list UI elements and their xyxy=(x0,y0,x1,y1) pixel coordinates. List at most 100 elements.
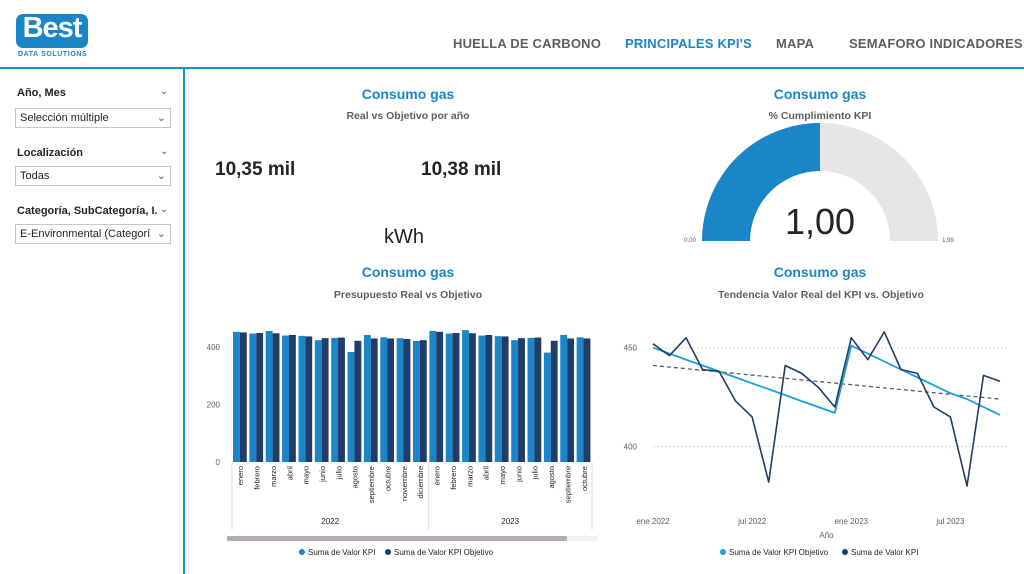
brand-name: Best xyxy=(22,12,83,44)
bar xyxy=(468,333,476,462)
bar xyxy=(347,351,355,462)
nav-huella-carbono[interactable]: HUELLA DE CARBONO xyxy=(453,36,602,51)
bar xyxy=(233,331,240,462)
x-tick-label: jul 2022 xyxy=(737,517,767,526)
x-tick-label: enero xyxy=(433,466,442,485)
unit-label: kWh xyxy=(384,226,424,248)
bar xyxy=(387,338,395,462)
nav-mapa[interactable]: MAPA xyxy=(776,36,815,51)
x-tick-label: febrero xyxy=(449,466,458,490)
x-tick-label: marzo xyxy=(269,466,278,487)
x-tick-label: octubre xyxy=(580,466,589,491)
bar xyxy=(396,338,404,462)
legend-marker xyxy=(720,549,726,555)
x-tick-label: agosto xyxy=(547,466,556,489)
header-divider xyxy=(0,67,1024,69)
x-tick-label: julio xyxy=(334,466,343,480)
group-label: 2022 xyxy=(321,517,339,526)
gauge-subtitle: % Cumplimiento KPI xyxy=(768,110,872,122)
nav-principales-kpis[interactable]: PRINCIPALES KPI'S xyxy=(625,36,752,51)
filter-title-localizacion: Localización xyxy=(17,147,84,159)
bar xyxy=(265,330,273,462)
bar xyxy=(282,335,289,462)
nav-semaforo-indicadores[interactable]: SEMAFORO INDICADORES xyxy=(849,36,1023,51)
x-tick-label: ene 2022 xyxy=(636,517,670,526)
bar xyxy=(239,332,247,462)
legend-label: Suma de Valor KPI xyxy=(308,548,375,557)
bar xyxy=(363,334,371,462)
gauge-min-label: 0,00 xyxy=(684,238,696,244)
group-label: 2023 xyxy=(501,517,519,526)
chevron-down-icon[interactable]: ⌄ xyxy=(160,204,169,215)
x-tick-label: mayo xyxy=(302,466,311,484)
bar xyxy=(511,340,519,462)
bar xyxy=(429,330,437,462)
x-tick-label: abril xyxy=(482,466,491,481)
bar xyxy=(354,340,362,462)
bar xyxy=(543,352,551,462)
chevron-down-icon[interactable]: ⌄ xyxy=(160,86,169,97)
bar xyxy=(380,337,388,462)
brand-logo xyxy=(16,14,88,48)
x-tick-label: jul 2023 xyxy=(935,517,965,526)
brand-tagline: DATA SOLUTIONS xyxy=(18,51,88,58)
x-tick-label: enero xyxy=(236,466,245,485)
x-tick-label: agosto xyxy=(351,466,360,489)
card-subtitle: Real vs Objetivo por año xyxy=(346,110,470,122)
bar xyxy=(436,331,444,462)
x-tick-label: febrero xyxy=(253,466,262,490)
bar xyxy=(288,334,296,462)
y-tick-label: 450 xyxy=(624,344,638,353)
bar-chart-title: Consumo gas xyxy=(361,264,455,280)
bar xyxy=(452,332,460,462)
top-bar: Best DATA SOLUTIONS HUELLA DE CARBONO PR… xyxy=(0,0,1024,68)
bar xyxy=(583,338,591,462)
bar xyxy=(305,336,313,462)
filter-value: E-Environmental (Categorí... xyxy=(20,228,150,240)
filter-dropdown-localizacion[interactable]: Todas ⌄ xyxy=(15,166,171,186)
gauge-svg: 1,00 0,00 1,99 xyxy=(684,123,954,244)
filter-title-categoria: Categoría, SubCategoría, I... xyxy=(17,205,157,217)
filter-dropdown-anio-mes[interactable]: Selección múltiple ⌄ xyxy=(15,108,171,128)
filter-value: Todas xyxy=(20,170,50,182)
legend-marker xyxy=(299,549,305,555)
value-objetivo: 10,38 mil xyxy=(421,159,502,180)
line-chart-subtitle: Tendencia Valor Real del KPI vs. Objetiv… xyxy=(718,289,924,301)
bar xyxy=(560,334,568,462)
bar xyxy=(445,333,453,462)
bar xyxy=(485,334,493,462)
bar xyxy=(550,340,558,462)
bar xyxy=(419,340,427,462)
chevron-down-icon: ⌄ xyxy=(156,112,166,124)
value-real: 10,35 mil xyxy=(215,159,296,180)
bar xyxy=(321,338,329,462)
bar xyxy=(501,336,509,462)
legend-marker xyxy=(842,549,848,555)
scrollbar-thumb[interactable] xyxy=(227,536,567,541)
filter-dropdown-categoria[interactable]: E-Environmental (Categorí... ⌄ xyxy=(15,224,171,244)
chevron-down-icon[interactable]: ⌄ xyxy=(160,146,169,157)
line-chart: 400 450 ene 2022 jul 2022 ene 2023 jul 2023 Añ… xyxy=(624,331,1007,557)
chevron-down-icon: ⌄ xyxy=(156,228,166,240)
bar xyxy=(567,338,575,462)
x-tick-label: septiembre xyxy=(367,466,376,503)
x-tick-label: noviembre xyxy=(400,466,409,501)
y-tick-label: 400 xyxy=(207,343,221,352)
legend-marker xyxy=(385,549,391,555)
bar xyxy=(576,337,584,462)
filter-title-anio-mes: Año, Mes xyxy=(17,87,66,99)
x-tick-label: julio xyxy=(531,466,540,480)
bar xyxy=(534,337,542,462)
bar-chart-subtitle: Presupuesto Real vs Objetivo xyxy=(333,289,483,301)
x-tick-label: junio xyxy=(318,466,327,483)
gauge-value: 1,00 xyxy=(785,201,855,242)
legend-label: Suma de Valor KPI Objetivo xyxy=(394,548,494,557)
bar xyxy=(314,340,322,462)
y-tick-label: 200 xyxy=(207,400,221,409)
x-axis-label: Año xyxy=(819,531,834,540)
real-series-line xyxy=(652,331,1001,487)
gauge-fill xyxy=(702,123,820,241)
x-tick-label: marzo xyxy=(465,466,474,487)
bar xyxy=(462,330,469,462)
